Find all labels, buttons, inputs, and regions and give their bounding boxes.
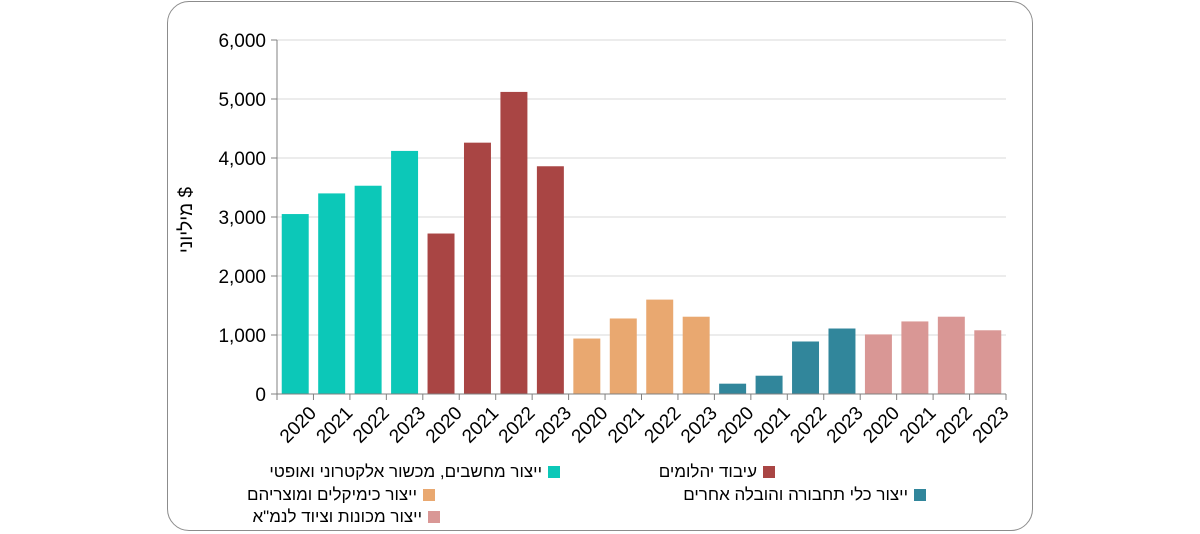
y-tick-label: 3,000	[218, 208, 266, 229]
x-tick-label: 2021	[313, 403, 358, 448]
x-tick-label: 2020	[859, 403, 904, 448]
legend-label: ייצור כלי תחבורה והובלה אחרים	[683, 485, 908, 504]
bar	[500, 91, 528, 395]
x-tick-label: 2021	[458, 403, 503, 448]
bar	[901, 321, 929, 394]
bar	[937, 316, 965, 394]
y-tick-label: 4,000	[218, 149, 266, 170]
legend-swatch	[428, 511, 440, 523]
x-tick-label: 2020	[422, 403, 467, 448]
x-tick-label: 2022	[349, 403, 394, 448]
bar	[864, 334, 892, 394]
bar	[974, 330, 1002, 394]
legend-item-chemicals: ייצור כימיקלים ומוצריהם	[247, 485, 435, 505]
bar	[318, 193, 346, 394]
bar	[646, 299, 674, 394]
bar	[828, 328, 856, 394]
x-tick-label: 2023	[385, 403, 430, 448]
x-tick-label: 2023	[677, 403, 722, 448]
legend-item-diamonds: עיבוד יהלומים	[659, 462, 775, 482]
x-tick-label: 2022	[932, 403, 977, 448]
x-tick-label: 2020	[568, 403, 613, 448]
x-tick-label: 2020	[714, 403, 759, 448]
bar	[427, 233, 455, 394]
bar	[536, 166, 564, 394]
legend-item-computers: ייצור מחשבים, מכשור אלקטרוני ואופטי	[269, 462, 560, 482]
y-tick-label: 0	[255, 385, 266, 406]
x-tick-label: 2023	[969, 403, 1014, 448]
axes	[271, 39, 1007, 400]
legend-swatch	[914, 489, 926, 501]
bars	[281, 91, 1002, 395]
x-tick-label: 2023	[531, 403, 576, 448]
x-tick-label: 2022	[786, 403, 831, 448]
y-tick-label: 2,000	[218, 267, 266, 288]
chart-frame	[167, 1, 1033, 531]
bar	[755, 375, 783, 394]
bar	[609, 318, 637, 394]
x-tick-label: 2021	[750, 403, 795, 448]
legend-label: עיבוד יהלומים	[658, 462, 757, 481]
bar	[792, 341, 820, 394]
bar	[281, 214, 309, 394]
bar	[682, 316, 710, 394]
bar	[573, 338, 601, 394]
y-tick-label: 5,000	[218, 90, 266, 111]
bar	[391, 150, 419, 394]
y-axis-label: מיליוני $	[176, 187, 197, 254]
legend-swatch	[548, 466, 560, 478]
x-tick-label: 2021	[604, 403, 649, 448]
y-tick-label: 6,000	[218, 31, 266, 52]
x-tick-labels: 2020202120222023202020212022202320202021…	[276, 403, 1013, 448]
legend-item-transport: ייצור כלי תחבורה והובלה אחרים	[683, 485, 926, 505]
x-tick-label: 2023	[823, 403, 868, 448]
x-tick-label: 2021	[896, 403, 941, 448]
legend-label: ייצור מכונות וציוד לנמ"א	[252, 507, 422, 526]
gridlines	[277, 39, 1006, 336]
x-tick-label: 2022	[641, 403, 686, 448]
x-tick-label: 2022	[495, 403, 540, 448]
legend-item-machinery: ייצור מכונות וציוד לנמ"א	[252, 507, 440, 527]
legend-label: ייצור מחשבים, מכשור אלקטרוני ואופטי	[269, 462, 542, 481]
legend-swatch	[763, 466, 775, 478]
bar	[463, 142, 491, 394]
y-tick-labels: 0 1,000 2,000 3,000 4,000 5,000 6,000	[218, 31, 266, 406]
bar	[354, 185, 382, 394]
bar	[719, 383, 747, 394]
legend-label: ייצור כימיקלים ומוצריהם	[246, 485, 417, 504]
x-tick-label: 2020	[276, 403, 321, 448]
y-tick-label: 1,000	[218, 326, 266, 347]
legend-swatch	[423, 489, 435, 501]
